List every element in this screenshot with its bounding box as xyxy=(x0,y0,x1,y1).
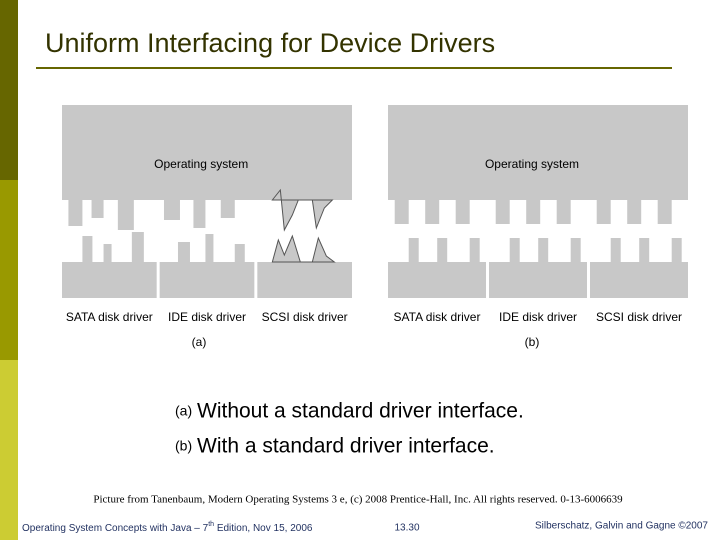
footer-left: Operating System Concepts with Java – 7t… xyxy=(22,521,313,534)
os-tab xyxy=(627,200,642,224)
driver-box xyxy=(62,262,157,298)
os-tab xyxy=(91,200,104,218)
driver-label: SCSI disk driver xyxy=(262,310,348,324)
driver-box xyxy=(159,262,255,298)
driver-tab xyxy=(103,244,112,262)
os-box xyxy=(388,105,688,200)
driver-tab xyxy=(177,242,190,262)
driver-tab xyxy=(437,238,448,262)
os-tab xyxy=(271,188,334,232)
side-bar xyxy=(0,180,18,360)
list-marker: (a) xyxy=(175,403,192,419)
footer-text: Edition, Nov 15, 2006 xyxy=(214,523,313,534)
driver-tab xyxy=(205,234,214,262)
credit: Picture from Tanenbaum, Modern Operating… xyxy=(93,494,623,506)
os-label: Operating system xyxy=(485,157,579,171)
driver-box xyxy=(590,262,688,298)
os-tab xyxy=(220,200,235,218)
os-label: Operating system xyxy=(154,157,248,171)
driver-tab xyxy=(234,244,245,262)
driver-label: IDE disk driver xyxy=(499,310,577,324)
footer-right: Silberschatz, Galvin and Gagne ©2007 xyxy=(535,521,708,532)
driver-label: SCSI disk driver xyxy=(596,310,682,324)
os-tab xyxy=(193,200,206,228)
footer-sup: th xyxy=(208,521,214,528)
os-tab xyxy=(495,200,510,224)
os-tab xyxy=(68,200,83,226)
os-tab xyxy=(657,200,672,224)
driver-label: IDE disk driver xyxy=(168,310,246,324)
driver-label: SATA disk driver xyxy=(66,310,153,324)
panel-caption: (b) xyxy=(525,335,540,349)
panel-caption: (a) xyxy=(192,335,207,349)
driver-tab xyxy=(271,234,336,263)
list-marker: (b) xyxy=(175,438,192,454)
footer-text: Operating System Concepts with Java – 7 xyxy=(22,523,209,534)
driver-tab xyxy=(538,238,549,262)
driver-tab xyxy=(509,238,520,262)
os-tab xyxy=(425,200,440,224)
driver-label: SATA disk driver xyxy=(394,310,481,324)
os-box xyxy=(62,105,352,200)
os-tab xyxy=(455,200,470,224)
driver-tab xyxy=(82,236,93,262)
list-text: Without a standard driver interface. xyxy=(197,400,524,423)
side-bar xyxy=(0,360,18,540)
os-tab xyxy=(117,200,134,230)
driver-tab xyxy=(570,238,581,262)
driver-tab xyxy=(639,238,650,262)
slide-title: Uniform Interfacing for Device Drivers xyxy=(45,28,495,58)
os-tab xyxy=(163,200,180,220)
figure: Operating system SATA disk driver IDE disk… xyxy=(62,105,688,349)
list-text: With a standard driver interface. xyxy=(197,435,495,458)
footer-center: 13.30 xyxy=(394,523,419,534)
driver-box xyxy=(489,262,587,298)
side-bar xyxy=(0,0,18,180)
driver-box xyxy=(257,262,352,298)
driver-tab xyxy=(408,238,419,262)
os-tab xyxy=(526,200,541,224)
driver-tab xyxy=(131,232,144,262)
os-tab xyxy=(556,200,571,224)
driver-tab xyxy=(671,238,682,262)
os-tab xyxy=(596,200,611,224)
os-tab xyxy=(394,200,409,224)
driver-tab xyxy=(610,238,621,262)
driver-box xyxy=(388,262,486,298)
driver-tab xyxy=(469,238,480,262)
